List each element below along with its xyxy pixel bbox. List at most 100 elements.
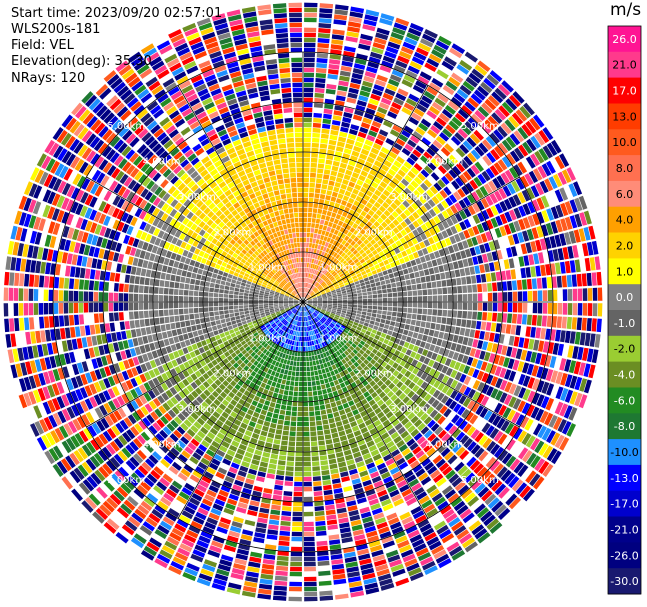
velocity-gate (362, 298, 368, 302)
velocity-gate (405, 279, 411, 286)
velocity-gate (351, 255, 357, 261)
velocity-gate (437, 213, 445, 222)
velocity-gate (414, 396, 423, 405)
velocity-gate (313, 312, 317, 317)
velocity-gate (504, 369, 512, 380)
velocity-gate (368, 197, 376, 205)
velocity-gate (334, 339, 340, 345)
velocity-gate (426, 336, 433, 343)
velocity-gate (231, 320, 237, 325)
velocity-gate (244, 308, 249, 312)
velocity-gate (568, 230, 577, 244)
velocity-gate (441, 433, 451, 443)
velocity-gate (546, 448, 558, 462)
velocity-gate (504, 381, 513, 393)
velocity-gate (426, 245, 433, 254)
velocity-gate (384, 379, 392, 387)
velocity-gate (417, 302, 423, 308)
velocity-gate (337, 294, 342, 297)
velocity-gate (303, 167, 310, 173)
velocity-gate (362, 80, 373, 88)
velocity-gate (462, 80, 475, 92)
velocity-gate (314, 496, 323, 502)
velocity-gate (331, 291, 337, 295)
velocity-gate (324, 103, 334, 110)
velocity-gate (343, 229, 349, 235)
velocity-gate (491, 480, 503, 492)
velocity-gate (345, 143, 354, 150)
velocity-gate (347, 297, 353, 300)
velocity-gate (296, 441, 303, 447)
velocity-gate (317, 298, 323, 300)
velocity-gate (408, 223, 416, 231)
velocity-gate (539, 238, 547, 251)
velocity-gate (512, 91, 525, 104)
velocity-gate (376, 246, 382, 253)
velocity-gate (257, 471, 266, 478)
velocity-gate (375, 387, 383, 395)
velocity-gate (363, 402, 371, 410)
velocity-gate (405, 196, 414, 205)
velocity-gate (268, 406, 275, 413)
velocity-gate (437, 93, 449, 104)
velocity-gate (347, 267, 353, 272)
velocity-gate (334, 105, 344, 112)
velocity-gate (381, 60, 394, 69)
velocity-gate (526, 278, 532, 290)
velocity-gate (377, 327, 384, 332)
velocity-gate (464, 51, 478, 63)
velocity-gate (303, 292, 305, 298)
velocity-gate (197, 329, 203, 336)
velocity-gate (519, 485, 531, 499)
velocity-gate (320, 311, 325, 315)
velocity-gate (353, 361, 360, 368)
velocity-gate (426, 110, 438, 120)
velocity-gate (319, 8, 333, 14)
velocity-gate (336, 507, 347, 514)
velocity-gate (329, 324, 334, 329)
velocity-gate (502, 185, 512, 197)
velocity-gate (319, 326, 324, 331)
velocity-gate (455, 431, 466, 442)
velocity-gate (432, 361, 440, 370)
velocity-gate (304, 57, 315, 63)
velocity-gate (553, 416, 563, 431)
velocity-gate (290, 561, 302, 567)
velocity-gate (327, 243, 332, 249)
velocity-gate (471, 524, 485, 536)
velocity-gate (356, 225, 363, 232)
velocity-gate (489, 132, 501, 144)
velocity-gate (448, 76, 461, 87)
velocity-gate (432, 309, 438, 316)
velocity-gate (429, 377, 437, 386)
velocity-gate (319, 280, 324, 285)
velocity-gate (407, 307, 413, 313)
velocity-gate (337, 172, 344, 179)
velocity-gate (537, 425, 547, 439)
velocity-gate (427, 419, 436, 429)
velocity-gate (406, 474, 417, 483)
velocity-gate (428, 227, 436, 236)
velocity-gate (338, 243, 344, 250)
velocity-gate (369, 380, 376, 387)
velocity-gate (298, 401, 303, 407)
velocity-gate (417, 264, 423, 271)
velocity-gate (410, 338, 417, 345)
velocity-gate (386, 155, 395, 164)
velocity-gate (383, 120, 393, 128)
velocity-gate (420, 155, 430, 164)
velocity-gate (455, 162, 466, 173)
velocity-gate (415, 320, 421, 327)
velocity-gate (76, 338, 83, 349)
velocity-gate (306, 262, 309, 268)
velocity-gate (431, 399, 440, 409)
velocity-gate (492, 282, 498, 292)
velocity-gate (310, 426, 316, 432)
velocity-gate (544, 237, 552, 249)
velocity-gate (412, 384, 420, 393)
velocity-gate (584, 257, 591, 272)
velocity-gate (348, 16, 362, 23)
velocity-gate (360, 198, 368, 206)
velocity-gate (385, 411, 394, 419)
velocity-gate (365, 249, 372, 255)
